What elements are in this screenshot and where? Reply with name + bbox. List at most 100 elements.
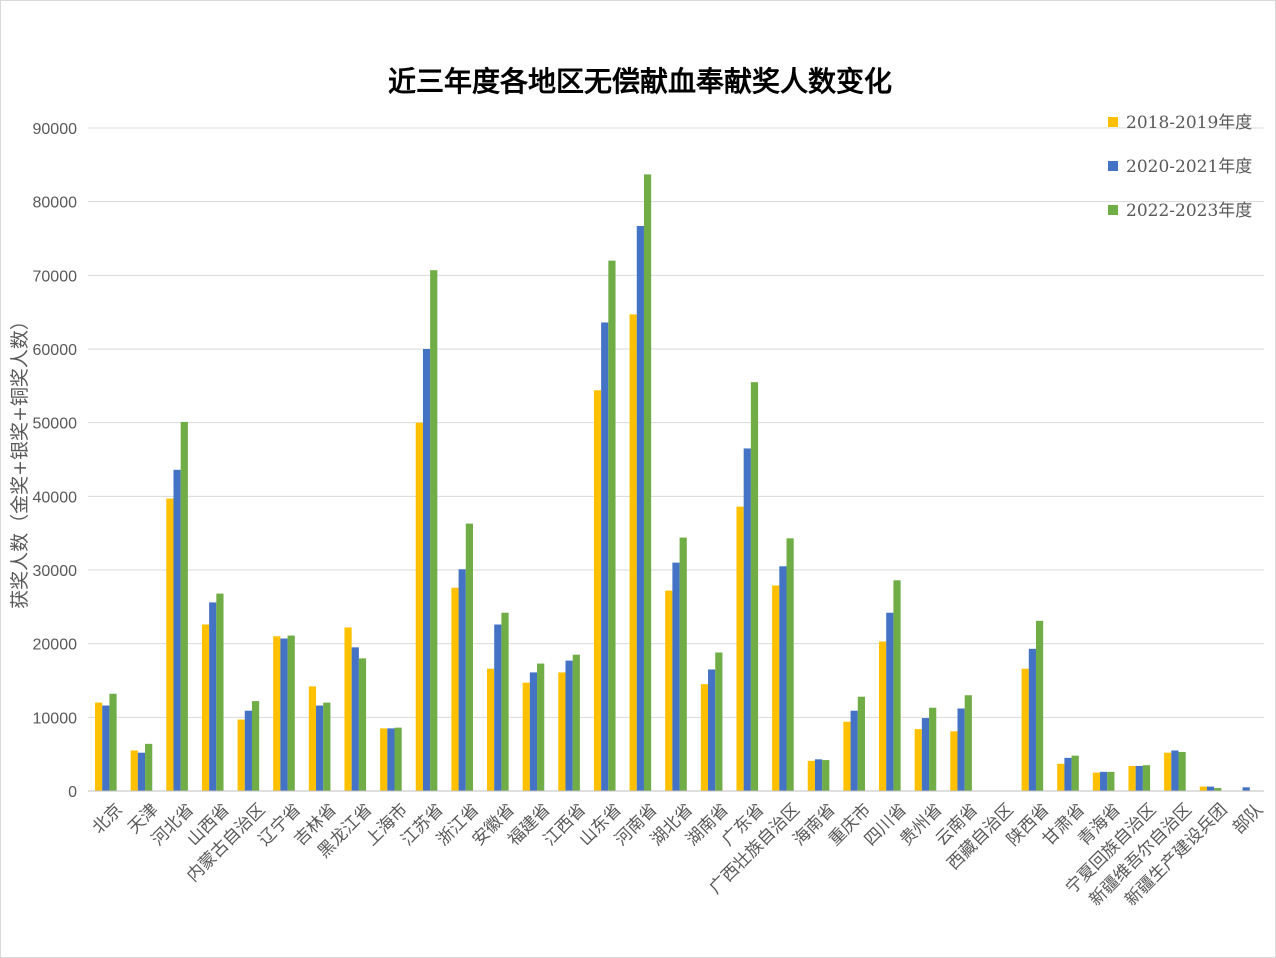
- bar: [415, 422, 423, 791]
- y-tick-label: 90000: [33, 121, 78, 138]
- bar: [1028, 648, 1036, 791]
- bar: [700, 684, 709, 791]
- bar: [715, 652, 723, 791]
- bar: [665, 590, 673, 791]
- y-tick-label: 30000: [33, 563, 78, 580]
- bar: [886, 612, 894, 791]
- bar: [1178, 751, 1186, 791]
- bar: [1164, 752, 1172, 791]
- x-tick-label: 部队: [1229, 800, 1267, 838]
- bar: [1199, 786, 1207, 791]
- bar: [636, 225, 644, 791]
- legend-label: 2022-2023年度: [1126, 201, 1252, 221]
- x-tick-label: 北京: [89, 800, 127, 838]
- bar: [451, 587, 459, 791]
- bar: [287, 635, 295, 791]
- bar: [921, 718, 930, 791]
- bar: [843, 721, 851, 791]
- bar: [201, 624, 210, 791]
- y-axis-ticks: 0 10000 20000 30000 40000 50000 60000 70000 8000…: [33, 121, 78, 801]
- bar: [323, 702, 331, 791]
- bar: [344, 627, 352, 791]
- chart-title: 近三年度各地区无偿献血奉献奖人数变化: [388, 65, 892, 98]
- bar: [1128, 765, 1136, 791]
- bar: [465, 523, 473, 791]
- y-axis-label: 获奖人数（金奖+银奖+铜奖人数）: [9, 311, 31, 609]
- bar: [308, 686, 317, 791]
- bar: [957, 708, 965, 791]
- bar: [1135, 765, 1143, 791]
- bar: [529, 672, 538, 791]
- bar: [537, 663, 545, 791]
- y-tick-label: 80000: [33, 195, 78, 212]
- bar: [180, 421, 188, 791]
- bar: [601, 322, 609, 791]
- legend-swatch: [1108, 205, 1118, 215]
- bar: [814, 759, 823, 791]
- y-tick-label: 10000: [33, 710, 78, 727]
- bar: [750, 382, 759, 791]
- bar: [1206, 786, 1215, 791]
- legend-label: 2020-2021年度: [1126, 157, 1252, 177]
- bar: [216, 593, 224, 791]
- bar: [166, 498, 174, 791]
- y-tick-label: 50000: [33, 416, 78, 433]
- y-tick-label: 70000: [33, 268, 78, 285]
- bar: [458, 569, 466, 791]
- bar: [786, 538, 794, 791]
- bar: [251, 701, 260, 791]
- bar: [736, 506, 744, 791]
- bar: [643, 174, 652, 791]
- bar: [893, 580, 901, 791]
- bar: [380, 728, 388, 791]
- bar: [1071, 755, 1079, 791]
- legend: 2018-2019年度 2020-2021年度 2022-2023年度: [1108, 113, 1252, 221]
- bar: [572, 654, 580, 791]
- bar: [137, 752, 146, 791]
- bar: [629, 314, 637, 791]
- bar: [558, 672, 566, 791]
- bar: [1171, 750, 1179, 791]
- bar: [857, 696, 865, 791]
- bar: [1092, 772, 1101, 791]
- bar: [1064, 757, 1072, 791]
- bar: [237, 719, 245, 791]
- bar: [1142, 765, 1151, 791]
- bar: [964, 695, 972, 791]
- bar: [807, 760, 815, 791]
- bar: [929, 707, 937, 791]
- bar: [772, 585, 780, 791]
- bar: [608, 260, 616, 792]
- legend-label: 2018-2019年度: [1126, 113, 1252, 133]
- x-axis-ticks: 北京天津河北省山西省内蒙古自治区辽宁省吉林省黑龙江省上海市江苏省浙江省安徽省福建…: [89, 800, 1268, 910]
- bar: [522, 682, 530, 791]
- bar: [1057, 763, 1065, 791]
- legend-swatch: [1108, 117, 1118, 127]
- bar: [1107, 771, 1115, 791]
- bar: [501, 612, 509, 791]
- bar: [593, 390, 602, 791]
- bar: [743, 448, 751, 791]
- bar: [394, 727, 402, 791]
- bar: [109, 693, 117, 791]
- bar: [209, 602, 217, 791]
- bar: [351, 647, 359, 791]
- bar: [1242, 787, 1250, 791]
- bar: [822, 760, 830, 791]
- legend-swatch: [1108, 161, 1118, 171]
- bar: [494, 624, 502, 791]
- y-tick-label: 0: [68, 784, 77, 801]
- bar: [145, 743, 153, 791]
- bar: [779, 566, 787, 791]
- bar: [850, 710, 858, 791]
- y-tick-label: 60000: [33, 342, 78, 359]
- bar: [280, 638, 288, 791]
- bar: [430, 270, 438, 792]
- bar: [173, 469, 181, 791]
- bar: [1035, 620, 1044, 791]
- bar: [273, 636, 281, 791]
- bar: [879, 641, 887, 791]
- bar: [1100, 771, 1108, 791]
- bar: [102, 705, 110, 791]
- bar: [244, 710, 252, 791]
